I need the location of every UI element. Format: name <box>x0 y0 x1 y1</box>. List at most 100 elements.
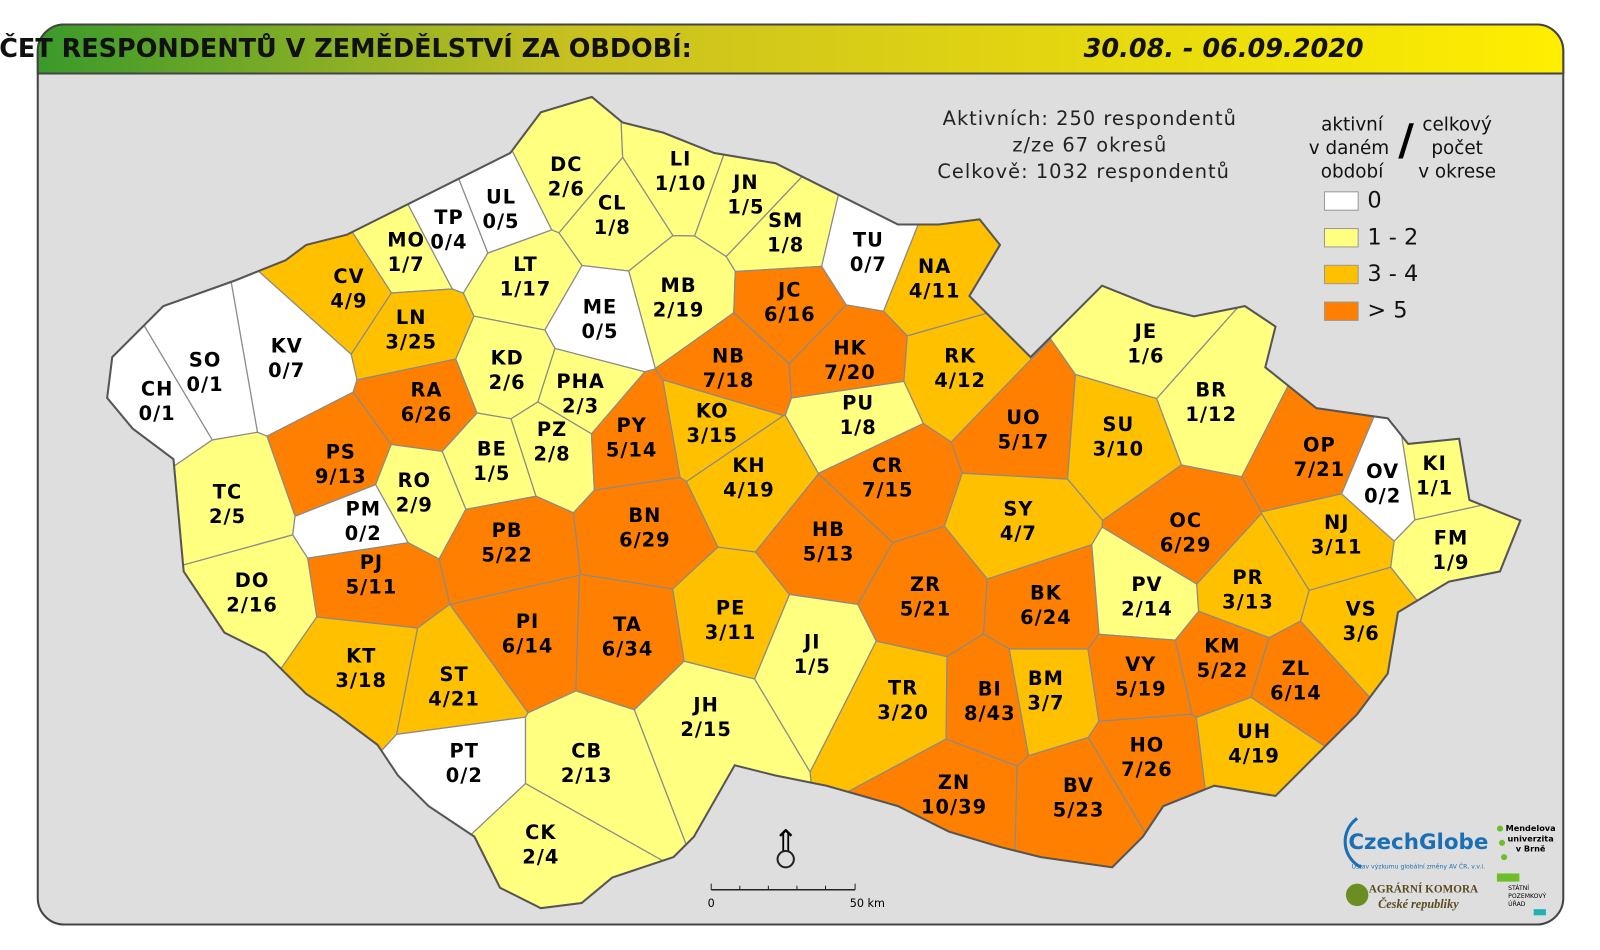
district-code: RA <box>411 378 443 401</box>
legend-label: 1 - 2 <box>1367 224 1418 250</box>
district-code: OC <box>1169 509 1202 532</box>
district-count: 2/14 <box>1121 598 1173 621</box>
logo-caption: Ústav výzkumu globální změny AV ČR, v.v.… <box>1352 861 1485 870</box>
legend-swatch <box>1323 191 1359 211</box>
district-code: UL <box>486 185 516 208</box>
scale-label: 50 km <box>850 897 885 910</box>
district-code: NB <box>712 345 745 368</box>
logo-shape <box>1496 825 1504 832</box>
info-line: Celkově: 1032 respondentů <box>937 160 1230 183</box>
district-count: 3/11 <box>705 621 757 644</box>
district-count: 4/12 <box>934 369 986 392</box>
district-code: RO <box>398 469 431 492</box>
district-count: 1/17 <box>500 277 552 300</box>
logo-caption: AGRÁRNÍ KOMORA <box>1369 883 1479 895</box>
logo-caption: POZEMKOVÝ <box>1508 891 1546 900</box>
district-count: 5/22 <box>481 544 533 567</box>
district-count: 5/14 <box>606 439 658 462</box>
district-code: CL <box>598 192 627 215</box>
legend-label: > 5 <box>1367 298 1407 324</box>
district-code: PV <box>1131 573 1162 596</box>
legend: 0 1 - 2 3 - 4 > 5 <box>1323 188 1418 324</box>
district-code: LN <box>396 306 427 329</box>
district-code: HO <box>1130 733 1165 756</box>
district-count: 3/13 <box>1222 591 1274 614</box>
district-code: PR <box>1232 566 1263 589</box>
district-count: 0/1 <box>139 402 176 425</box>
legend-head: aktivní <box>1321 115 1384 136</box>
district-code: PS <box>326 441 356 464</box>
district-count: 2/8 <box>533 443 570 466</box>
logo-caption: v Brně <box>1516 843 1546 853</box>
district-count: 1/5 <box>794 655 831 678</box>
district-count: 3/15 <box>686 424 738 447</box>
district-code: RK <box>944 345 976 368</box>
district-count: 6/16 <box>764 303 816 326</box>
district-count: 7/26 <box>1121 758 1173 781</box>
district-count: 0/5 <box>581 320 618 343</box>
district-code: CH <box>141 377 173 400</box>
district-code: PT <box>450 740 479 763</box>
district-code: TP <box>434 206 463 229</box>
district-code: BR <box>1195 378 1227 401</box>
district-count: 4/9 <box>330 290 367 313</box>
logo-shape <box>1533 909 1546 916</box>
district-code: BE <box>477 438 507 461</box>
district-code: SY <box>1003 498 1033 521</box>
district-code: TC <box>213 480 242 503</box>
district-code: LT <box>513 253 537 276</box>
district-count: 2/3 <box>562 395 599 418</box>
district-code: OP <box>1303 433 1336 456</box>
district-code: NA <box>918 255 951 278</box>
district-count: 0/7 <box>268 359 305 382</box>
legend-head: období <box>1321 161 1384 182</box>
logo-caption: univerzita <box>1507 833 1553 843</box>
district-count: 2/5 <box>209 505 246 528</box>
district-count: 6/29 <box>1160 533 1212 556</box>
district-count: 4/19 <box>1228 745 1280 768</box>
district-count: 2/6 <box>548 177 585 200</box>
district-count: 3/18 <box>335 669 387 692</box>
district-count: 5/19 <box>1115 677 1167 700</box>
info-line: Aktivních: 250 respondentů <box>943 107 1237 130</box>
district-code: CR <box>872 454 903 477</box>
logos: CzechGlobe Ústav výzkumu globální změny … <box>1343 817 1556 916</box>
district-code: PI <box>516 610 539 633</box>
info-line: z/ze 67 okresů <box>1012 133 1167 156</box>
district-code: CB <box>571 740 602 763</box>
legend-head: v okrese <box>1418 161 1496 182</box>
district-code: PM <box>345 498 381 521</box>
district-count: 8/43 <box>964 702 1016 725</box>
scale-label: 0 <box>708 897 715 910</box>
district-code: JE <box>1133 320 1158 343</box>
district-code: JI <box>802 630 820 653</box>
district-code: KO <box>696 400 729 423</box>
legend-separator: / <box>1398 115 1414 165</box>
district-code: JH <box>691 694 718 717</box>
north-arrow: ⇑ <box>773 824 799 859</box>
district-count: 5/23 <box>1053 799 1105 822</box>
district-code: CV <box>333 265 364 288</box>
legend-swatch <box>1323 301 1359 321</box>
district-count: 4/21 <box>428 688 480 711</box>
district-code: ZL <box>1282 657 1310 680</box>
district-count: 2/6 <box>489 371 526 394</box>
district-code: BV <box>1063 774 1094 797</box>
district-count: 1/5 <box>473 462 510 485</box>
district-count: 0/1 <box>187 373 224 396</box>
legend-head: celkový <box>1422 115 1492 136</box>
district-count: 3/6 <box>1343 622 1380 645</box>
district-count: 1/1 <box>1416 476 1453 499</box>
logo-shape <box>1498 839 1506 846</box>
district-count: 7/21 <box>1294 458 1346 481</box>
district-count: 2/15 <box>680 718 732 741</box>
district-code: PE <box>716 597 745 620</box>
district-code: KD <box>491 347 524 370</box>
district-count: 1/7 <box>388 253 425 276</box>
district-code: LI <box>670 148 692 171</box>
district-count: 10/39 <box>921 796 987 819</box>
title-bar <box>36 23 1565 75</box>
district-code: KT <box>346 645 376 668</box>
district-count: 2/13 <box>561 764 613 787</box>
